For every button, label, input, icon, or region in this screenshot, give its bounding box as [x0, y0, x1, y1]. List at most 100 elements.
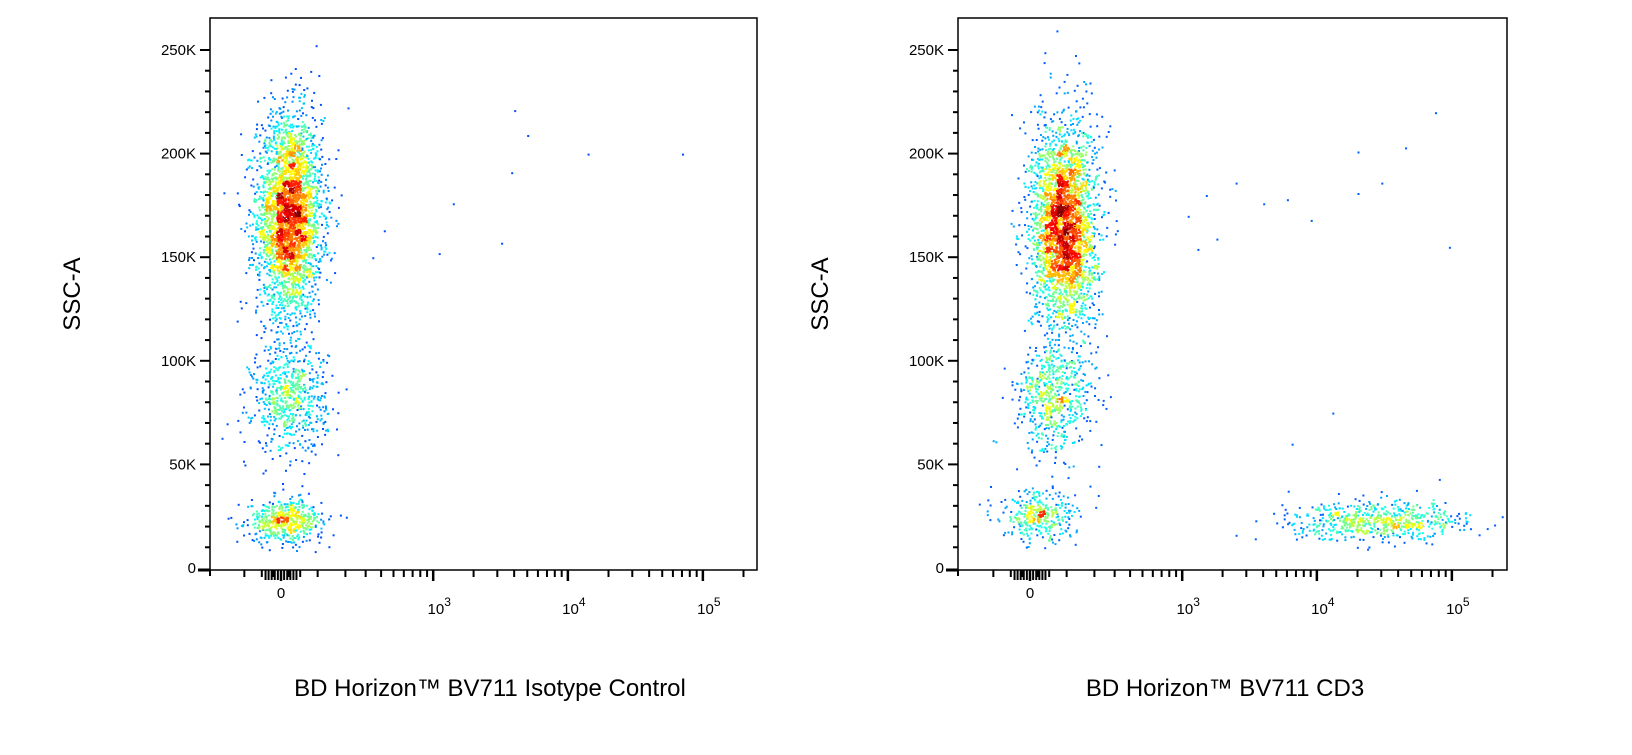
data-point: [273, 286, 276, 289]
data-point: [296, 176, 299, 179]
data-point: [279, 449, 282, 451]
data-point: [279, 321, 281, 324]
data-point: [266, 239, 269, 242]
data-point: [298, 280, 301, 282]
data-point: [1044, 205, 1047, 208]
data-point: [287, 217, 290, 220]
data-point: [304, 414, 307, 416]
data-point: [300, 206, 303, 209]
data-point: [1072, 305, 1075, 308]
data-point: [264, 420, 267, 423]
data-point: [259, 365, 262, 368]
data-point: [307, 203, 310, 206]
data-point: [315, 154, 318, 157]
data-point: [295, 289, 298, 291]
data-point: [253, 200, 256, 202]
data-point: [284, 202, 287, 205]
data-point: [262, 197, 265, 200]
data-point: [280, 232, 283, 234]
data-point: [283, 534, 286, 537]
data-point: [268, 371, 271, 374]
data-point: [282, 290, 285, 293]
data-point: [276, 266, 279, 269]
data-point: [1081, 196, 1084, 199]
data-point: [320, 531, 323, 534]
data-point: [314, 173, 316, 176]
data-point: [264, 190, 267, 193]
data-point: [293, 260, 296, 263]
data-point: [280, 167, 283, 170]
data-point: [291, 246, 294, 249]
data-point: [259, 217, 262, 220]
data-point: [271, 360, 274, 363]
data-point: [289, 498, 292, 500]
data-point: [307, 234, 310, 237]
data-point: [254, 237, 256, 240]
data-point: [290, 212, 293, 215]
data-point: [284, 76, 287, 79]
data-point: [1044, 241, 1047, 244]
data-point: [320, 212, 323, 215]
data-point: [298, 379, 301, 382]
data-point: [278, 173, 281, 176]
data-point: [303, 227, 306, 230]
data-point: [313, 180, 316, 182]
data-point: [281, 188, 284, 191]
data-point: [286, 521, 289, 524]
data-point: [273, 412, 276, 415]
data-point: [272, 137, 275, 139]
data-point: [307, 397, 310, 400]
data-point: [304, 252, 307, 255]
data-point: [301, 277, 304, 280]
data-point: [256, 223, 258, 225]
data-point: [284, 101, 287, 104]
data-point: [278, 228, 281, 231]
data-point: [267, 408, 270, 411]
data-point: [314, 156, 317, 159]
data-point: [265, 258, 268, 260]
data-point: [267, 217, 270, 220]
data-point: [281, 520, 284, 523]
data-point: [1090, 236, 1093, 239]
data-point: [289, 197, 292, 200]
data-point: [284, 239, 287, 242]
data-point: [319, 170, 321, 173]
data-point: [239, 393, 242, 396]
data-point: [302, 246, 305, 248]
data-point: [282, 366, 285, 369]
data-point: [265, 236, 268, 239]
plot-frame: [957, 17, 1508, 571]
data-point: [281, 136, 284, 139]
data-point: [278, 312, 281, 315]
data-point: [292, 197, 295, 200]
data-point: [1023, 329, 1026, 332]
data-point: [262, 191, 265, 194]
data-point: [298, 109, 301, 112]
data-point: [280, 242, 283, 245]
data-point: [267, 349, 270, 352]
data-point: [277, 231, 280, 234]
data-point: [297, 247, 300, 250]
data-point: [248, 165, 251, 168]
data-point: [295, 261, 298, 264]
data-point: [302, 244, 304, 247]
data-point: [271, 458, 274, 460]
data-point: [274, 184, 277, 186]
data-point: [280, 397, 283, 400]
data-point: [266, 178, 269, 181]
data-point: [272, 393, 275, 396]
data-point: [1071, 191, 1074, 194]
data-point: [286, 123, 289, 126]
data-point: [282, 386, 284, 388]
data-point: [274, 374, 277, 377]
data-point: [307, 241, 310, 244]
data-point: [250, 251, 253, 254]
data-point: [257, 512, 260, 515]
data-point: [288, 263, 291, 266]
data-point: [295, 459, 298, 461]
data-point: [290, 180, 293, 182]
data-point: [252, 243, 254, 246]
data-point: [311, 378, 314, 381]
data-point: [299, 254, 302, 257]
data-point: [288, 164, 291, 167]
